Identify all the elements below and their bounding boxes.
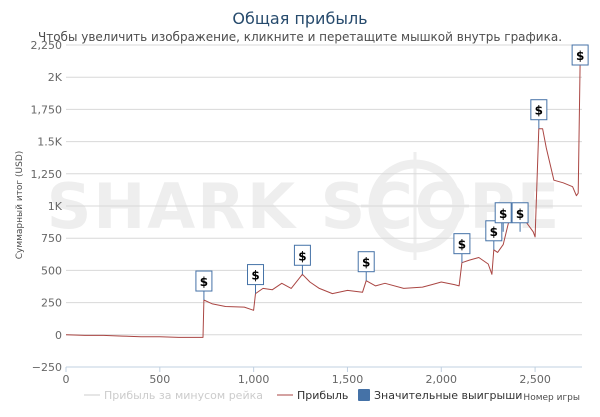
y-tick-label: 2K bbox=[48, 71, 63, 84]
legend-label-profit: Прибыль bbox=[297, 389, 348, 402]
y-tick-label: 750 bbox=[41, 232, 62, 245]
big-win-flag-label: $ bbox=[576, 49, 584, 63]
legend-item-big-wins[interactable]: Значительные выигрыши bbox=[358, 389, 522, 402]
x-tick-label: 2,000 bbox=[426, 373, 458, 386]
big-win-flag-box bbox=[247, 264, 265, 286]
plot-layer bbox=[65, 63, 582, 338]
big-win-flag[interactable]: $ bbox=[511, 202, 529, 232]
chart-title: Общая прибыль bbox=[232, 9, 367, 28]
legend-item-profit-net[interactable]: Прибыль за минусом рейка bbox=[84, 389, 263, 402]
profit-series-line[interactable] bbox=[65, 63, 582, 338]
big-win-flag[interactable]: $ bbox=[453, 233, 471, 263]
legend-label-profit-net: Прибыль за минусом рейка bbox=[104, 389, 263, 402]
big-win-flag[interactable]: $ bbox=[571, 44, 589, 66]
big-win-flag[interactable]: $ bbox=[494, 202, 512, 232]
big-win-flag[interactable]: $ bbox=[485, 220, 503, 250]
x-tick-label: 2,500 bbox=[519, 373, 551, 386]
y-tick-label: 250 bbox=[41, 297, 62, 310]
big-win-flag-label: $ bbox=[200, 275, 208, 289]
big-win-flag[interactable]: $ bbox=[195, 270, 213, 301]
big-win-flag[interactable]: $ bbox=[293, 244, 311, 275]
big-win-flag[interactable]: $ bbox=[247, 264, 265, 294]
big-win-flag-label: $ bbox=[362, 256, 370, 270]
legend-item-profit[interactable]: Прибыль bbox=[277, 389, 348, 402]
x-tick-label: 0 bbox=[63, 373, 70, 386]
big-win-flag-box bbox=[485, 220, 503, 242]
flags-layer: $ $$ $$$$ $$$ bbox=[195, 44, 589, 301]
y-tick-label: −250 bbox=[32, 361, 62, 374]
big-win-flag-box bbox=[453, 233, 471, 255]
big-win-flag-box bbox=[571, 44, 589, 66]
y-tick-label: 500 bbox=[41, 264, 62, 277]
legend-label-big-wins: Значительные выигрыши bbox=[374, 389, 522, 402]
chart-subtitle: Чтобы увеличить изображение, кликните и … bbox=[38, 30, 562, 44]
big-win-flag-label: $ bbox=[251, 269, 259, 283]
y-tick-label: 1K bbox=[48, 200, 63, 213]
big-win-flag-box bbox=[511, 202, 529, 224]
big-win-flag-label: $ bbox=[516, 207, 524, 221]
big-win-flag-label: $ bbox=[458, 238, 466, 252]
y-tick-label: 1,750 bbox=[31, 103, 63, 116]
big-win-flag-box bbox=[494, 202, 512, 224]
x-tick-label: 500 bbox=[149, 373, 170, 386]
big-win-flag-box bbox=[530, 99, 548, 121]
legend-swatch-big-wins bbox=[358, 389, 370, 401]
y-axis-title: Суммарный итог (USD) bbox=[15, 151, 25, 260]
big-win-flag-label: $ bbox=[499, 207, 507, 221]
y-tick-label: 0 bbox=[55, 329, 62, 342]
y-tick-label: 1.5K bbox=[37, 136, 62, 149]
big-win-flag-label: $ bbox=[490, 225, 498, 239]
big-win-flag-label: $ bbox=[535, 104, 543, 118]
big-win-flag[interactable]: $ bbox=[357, 251, 375, 281]
x-tick-label: 1,500 bbox=[332, 373, 364, 386]
big-win-flag-box bbox=[293, 244, 311, 266]
x-tick-label: 1,000 bbox=[238, 373, 270, 386]
big-win-flag-label: $ bbox=[298, 249, 306, 263]
legend: Прибыль за минусом рейка Прибыль Значите… bbox=[84, 389, 522, 402]
y-tick-label: 2,250 bbox=[31, 39, 63, 52]
big-win-flag-box bbox=[195, 270, 213, 292]
big-win-flag-box bbox=[357, 251, 375, 273]
y-tick-label: 1,250 bbox=[31, 168, 63, 181]
x-axis-title: Номер игры bbox=[523, 393, 580, 403]
big-win-flag[interactable]: $ bbox=[530, 99, 548, 129]
